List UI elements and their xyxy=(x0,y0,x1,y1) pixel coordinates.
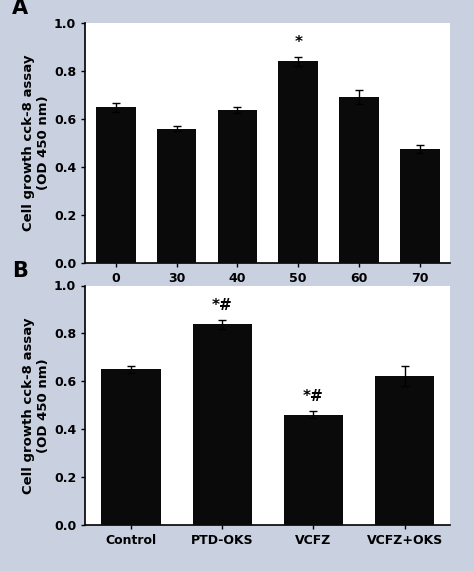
Y-axis label: Cell growth cck-8 assay
(OD 450 nm): Cell growth cck-8 assay (OD 450 nm) xyxy=(22,317,50,494)
Bar xyxy=(339,97,379,263)
Text: B: B xyxy=(12,261,28,281)
Bar xyxy=(96,107,136,263)
Bar xyxy=(218,110,257,263)
Y-axis label: Cell growth cck-8 assay
(OD 450 nm): Cell growth cck-8 assay (OD 450 nm) xyxy=(22,54,50,231)
Bar xyxy=(375,376,434,525)
Bar xyxy=(284,415,343,525)
X-axis label: The concentration of PTD-OKS (ug/ml): The concentration of PTD-OKS (ug/ml) xyxy=(125,292,411,305)
Bar xyxy=(278,61,318,263)
Text: *: * xyxy=(294,35,302,50)
Bar xyxy=(192,324,252,525)
Text: *#: *# xyxy=(303,389,324,404)
Bar xyxy=(101,369,161,525)
Bar xyxy=(157,129,196,263)
Bar xyxy=(400,148,440,263)
Text: *#: *# xyxy=(212,298,233,313)
Text: A: A xyxy=(12,0,28,18)
